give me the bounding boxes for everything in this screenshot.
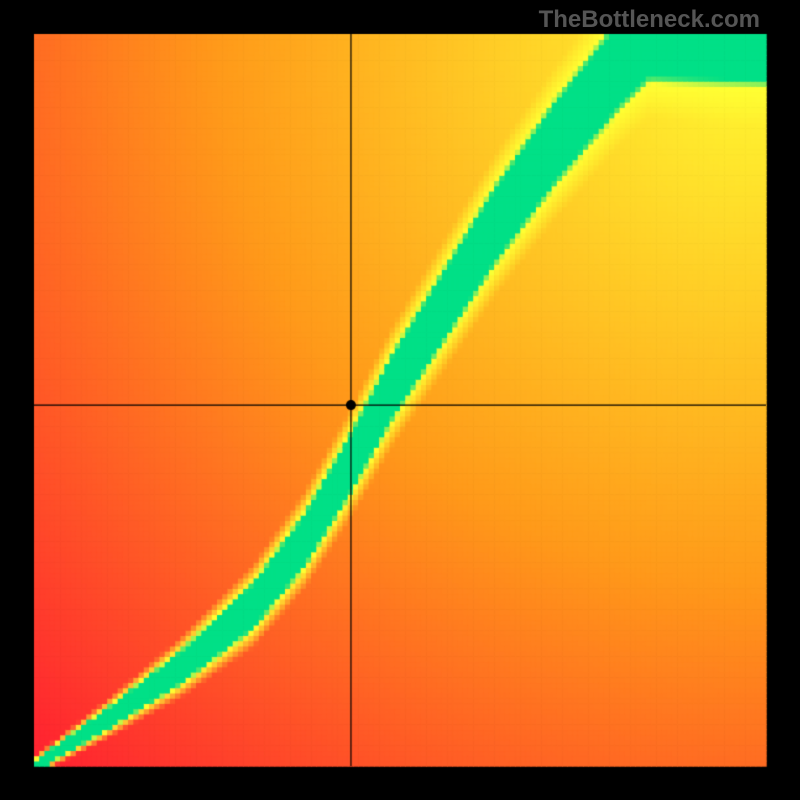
heatmap-canvas: [0, 0, 800, 800]
watermark-text: TheBottleneck.com: [539, 6, 760, 34]
bottleneck-heatmap: TheBottleneck.com: [0, 0, 800, 800]
